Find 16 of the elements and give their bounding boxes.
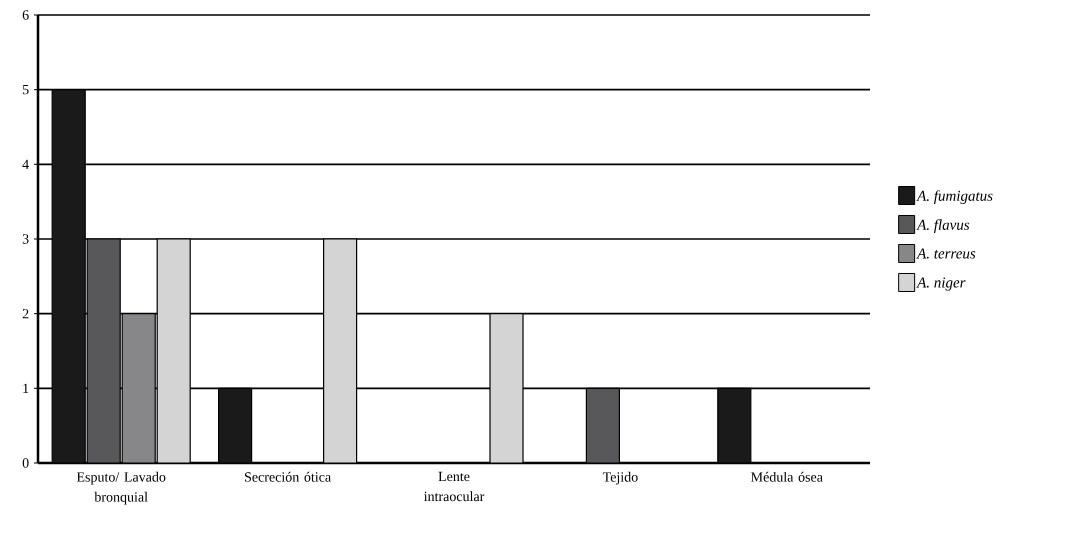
legend-label: A. flavus xyxy=(916,219,970,233)
x-tick-label: Tejido xyxy=(602,471,638,485)
y-tick-label: 5 xyxy=(22,85,29,95)
y-tick-label: 3 xyxy=(22,234,29,244)
x-tick-label: Médula ósea xyxy=(751,471,823,482)
y-tick-label: 4 xyxy=(22,159,29,169)
x-tick-label: Esputo/ Lavado bronquial xyxy=(76,471,166,505)
x-tick-label: Secreción ótica xyxy=(245,471,331,482)
legend-label: A. terreus xyxy=(916,248,976,259)
y-tick-label: 6 xyxy=(22,10,29,20)
x-tick-label: Lente intraocular xyxy=(423,471,485,502)
legend-label: A. niger xyxy=(916,277,966,291)
y-tick-label: 0 xyxy=(22,458,29,468)
legend-label: A. fumigatus xyxy=(916,190,993,204)
y-tick-label: 1 xyxy=(23,383,29,393)
y-tick-label: 2 xyxy=(22,309,29,319)
